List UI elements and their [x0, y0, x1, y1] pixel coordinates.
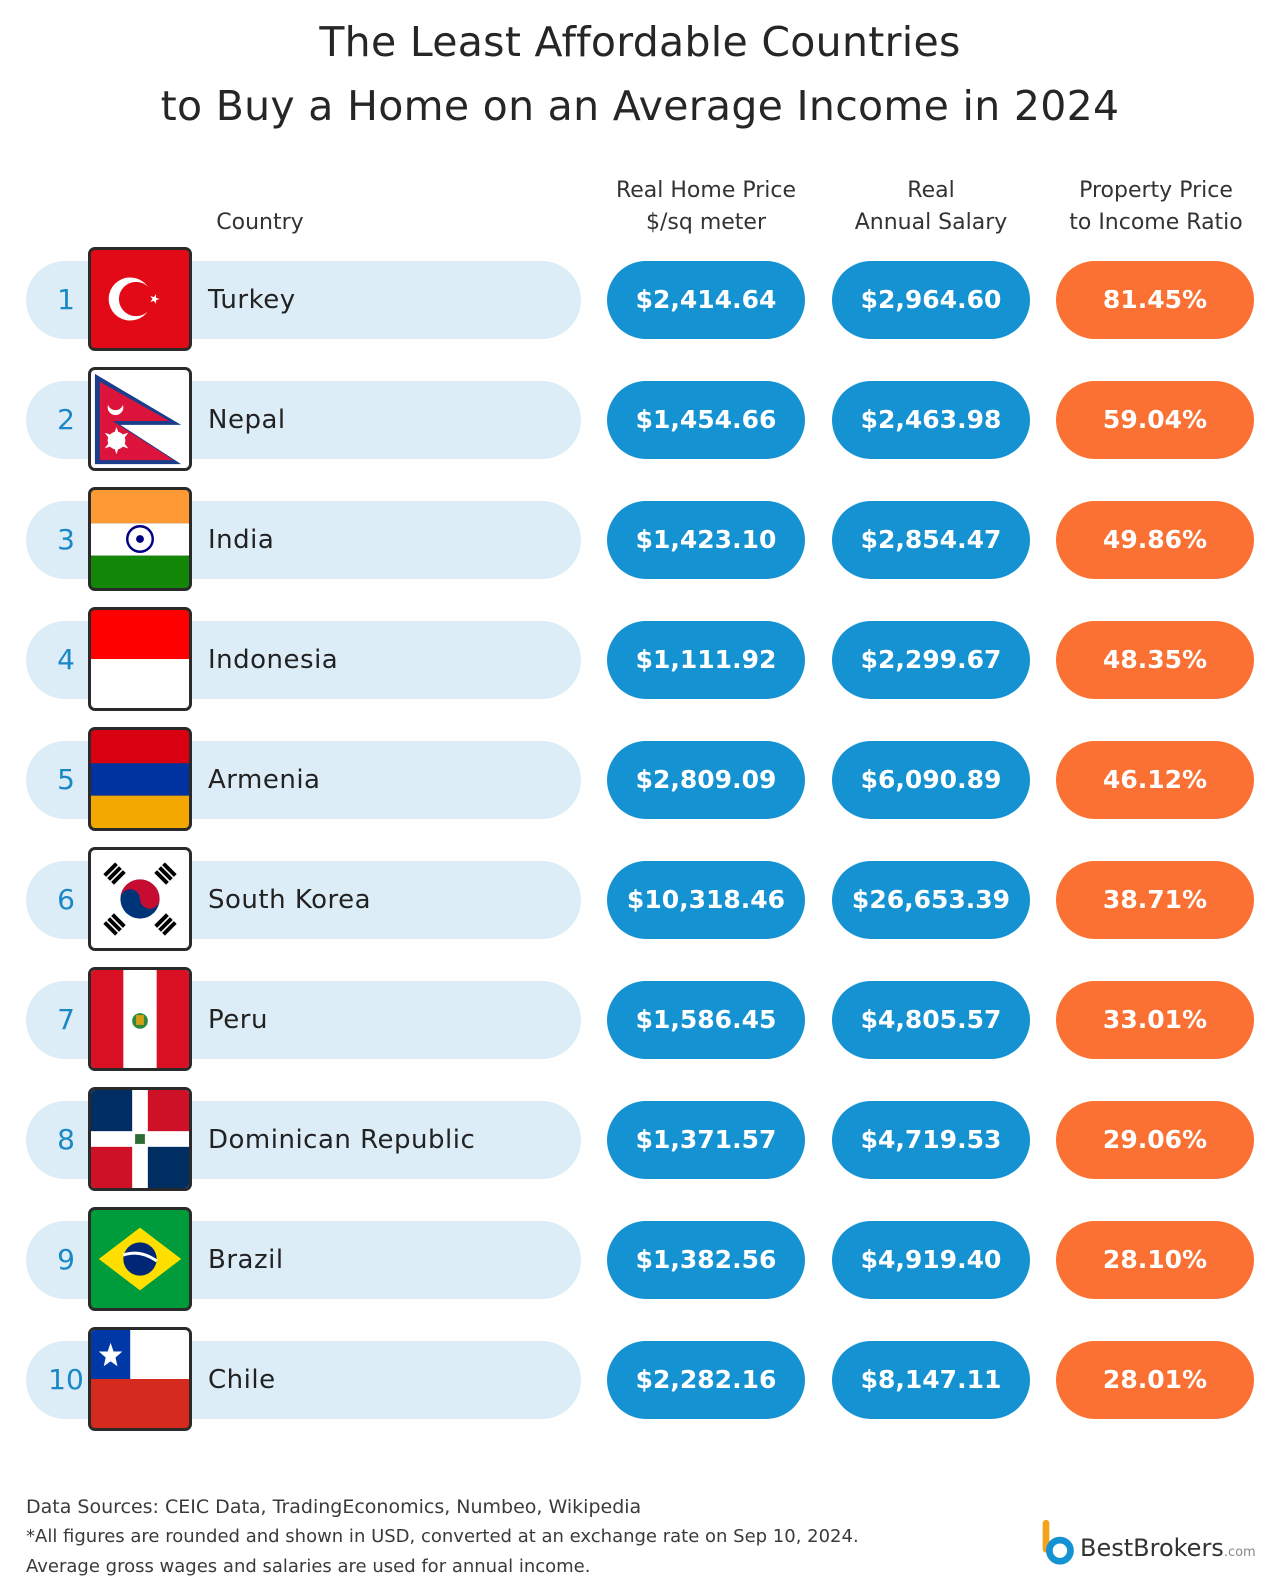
- rank-number: 4: [57, 643, 75, 676]
- country-name: Chile: [208, 1365, 276, 1395]
- brazil-flag-icon: [88, 1207, 192, 1311]
- table-row: 4 Indonesia $1,111.92 $2,299.67 48.35%: [0, 599, 1280, 721]
- rank-number: 5: [57, 763, 75, 796]
- rank-number: 10: [48, 1363, 84, 1396]
- chart-title-line-1: The Least Affordable Countries: [319, 18, 961, 66]
- annual-salary-value: $4,719.53: [832, 1101, 1030, 1179]
- price-income-ratio-value: 81.45%: [1056, 261, 1254, 339]
- price-income-ratio-value: 48.35%: [1056, 621, 1254, 699]
- home-price-value: $1,423.10: [607, 501, 805, 579]
- country-name: Brazil: [208, 1245, 284, 1275]
- header-price-line-1: Real Home Price: [615, 178, 797, 203]
- brand-text: BestBrokers: [1080, 1534, 1224, 1562]
- annual-salary-value: $2,463.98: [832, 381, 1030, 459]
- chart-title-line-2: to Buy a Home on an Average Income in 20…: [160, 82, 1120, 130]
- chile-flag-icon: [88, 1327, 192, 1431]
- brand-suffix: .com: [1223, 1545, 1256, 1560]
- rank-number: 1: [57, 283, 75, 316]
- annual-salary-value: $8,147.11: [832, 1341, 1030, 1419]
- country-name: Indonesia: [208, 645, 339, 675]
- header-ratio-line-2: to Income Ratio: [1069, 210, 1243, 235]
- price-income-ratio-value: 59.04%: [1056, 381, 1254, 459]
- price-income-ratio-value: 49.86%: [1056, 501, 1254, 579]
- country-name: South Korea: [208, 885, 372, 915]
- rank-number: 9: [57, 1243, 75, 1276]
- home-price-value: $1,111.92: [607, 621, 805, 699]
- home-price-value: $1,382.56: [607, 1221, 805, 1299]
- rank-number: 2: [57, 403, 75, 436]
- table-row: 8 Dominican Republic $1,371.57 $4,719.53 29.…: [0, 1079, 1280, 1201]
- footer-note: *All figures are rounded and shown in US…: [26, 1526, 859, 1547]
- annual-salary-value: $4,919.40: [832, 1221, 1030, 1299]
- brand-name: BestBrokers.com: [1080, 1534, 1256, 1562]
- header-country: Country: [216, 210, 304, 235]
- bestbrokers-logo-icon: [1042, 1519, 1074, 1565]
- home-price-value: $2,282.16: [607, 1341, 805, 1419]
- table-row: 10 Chile $2,282.16 $8,147.11 28.01%: [0, 1319, 1280, 1441]
- header-ratio-line-1: Property Price: [1079, 178, 1233, 203]
- rank-number: 8: [57, 1123, 75, 1156]
- home-price-value: $10,318.46: [607, 861, 805, 939]
- india-flag-icon: [88, 487, 192, 591]
- country-name: Armenia: [208, 765, 321, 795]
- annual-salary-value: $2,299.67: [832, 621, 1030, 699]
- table-row: 3 India $1,423.10 $2,854.47 49.86%: [0, 479, 1280, 601]
- price-income-ratio-value: 28.01%: [1056, 1341, 1254, 1419]
- header-salary-line-2: Annual Salary: [854, 210, 1008, 235]
- south-korea-flag-icon: [88, 847, 192, 951]
- rank-number: 7: [57, 1003, 75, 1036]
- table-row: 6 South Korea $10,318.46 $26,653.39 38.71%: [0, 839, 1280, 961]
- price-income-ratio-value: 33.01%: [1056, 981, 1254, 1059]
- price-income-ratio-value: 28.10%: [1056, 1221, 1254, 1299]
- header-salary-line-1: Real: [907, 178, 955, 203]
- price-income-ratio-value: 29.06%: [1056, 1101, 1254, 1179]
- rank-number: 6: [57, 883, 75, 916]
- rank-number: 3: [57, 523, 75, 556]
- home-price-value: $1,371.57: [607, 1101, 805, 1179]
- country-name: Dominican Republic: [208, 1125, 476, 1155]
- header-salary: Real Annual Salary: [815, 175, 1047, 239]
- country-name: Turkey: [208, 285, 296, 315]
- table-row: 7 Peru $1,586.45 $4,805.57 33.01%: [0, 959, 1280, 1081]
- header-ratio: Property Price to Income Ratio: [1040, 175, 1272, 239]
- table-row: 2 Nepal $1,454.66 $2,463.98 59.04%: [0, 359, 1280, 481]
- country-name: India: [208, 525, 275, 555]
- turkey-flag-icon: [88, 247, 192, 351]
- price-income-ratio-value: 38.71%: [1056, 861, 1254, 939]
- home-price-value: $1,454.66: [607, 381, 805, 459]
- footer-method: Average gross wages and salaries are use…: [26, 1556, 591, 1577]
- home-price-value: $2,414.64: [607, 261, 805, 339]
- dominican-republic-flag-icon: [88, 1087, 192, 1191]
- indonesia-flag-icon: [88, 607, 192, 711]
- peru-flag-icon: [88, 967, 192, 1071]
- annual-salary-value: $6,090.89: [832, 741, 1030, 819]
- country-name: Nepal: [208, 405, 286, 435]
- header-price: Real Home Price $/sq meter: [590, 175, 822, 239]
- annual-salary-value: $4,805.57: [832, 981, 1030, 1059]
- nepal-flag-icon: [88, 367, 192, 471]
- header-price-line-2: $/sq meter: [645, 210, 766, 235]
- table-row: 5 Armenia $2,809.09 $6,090.89 46.12%: [0, 719, 1280, 841]
- home-price-value: $2,809.09: [607, 741, 805, 819]
- price-income-ratio-value: 46.12%: [1056, 741, 1254, 819]
- annual-salary-value: $2,854.47: [832, 501, 1030, 579]
- home-price-value: $1,586.45: [607, 981, 805, 1059]
- annual-salary-value: $2,964.60: [832, 261, 1030, 339]
- country-name: Peru: [208, 1005, 268, 1035]
- table-row: 1 Turkey $2,414.64 $2,964.60 81.45%: [0, 239, 1280, 361]
- armenia-flag-icon: [88, 727, 192, 831]
- footer-sources: Data Sources: CEIC Data, TradingEconomic…: [26, 1496, 642, 1518]
- table-row: 9 Brazil $1,382.56 $4,919.40 28.10%: [0, 1199, 1280, 1321]
- annual-salary-value: $26,653.39: [832, 861, 1030, 939]
